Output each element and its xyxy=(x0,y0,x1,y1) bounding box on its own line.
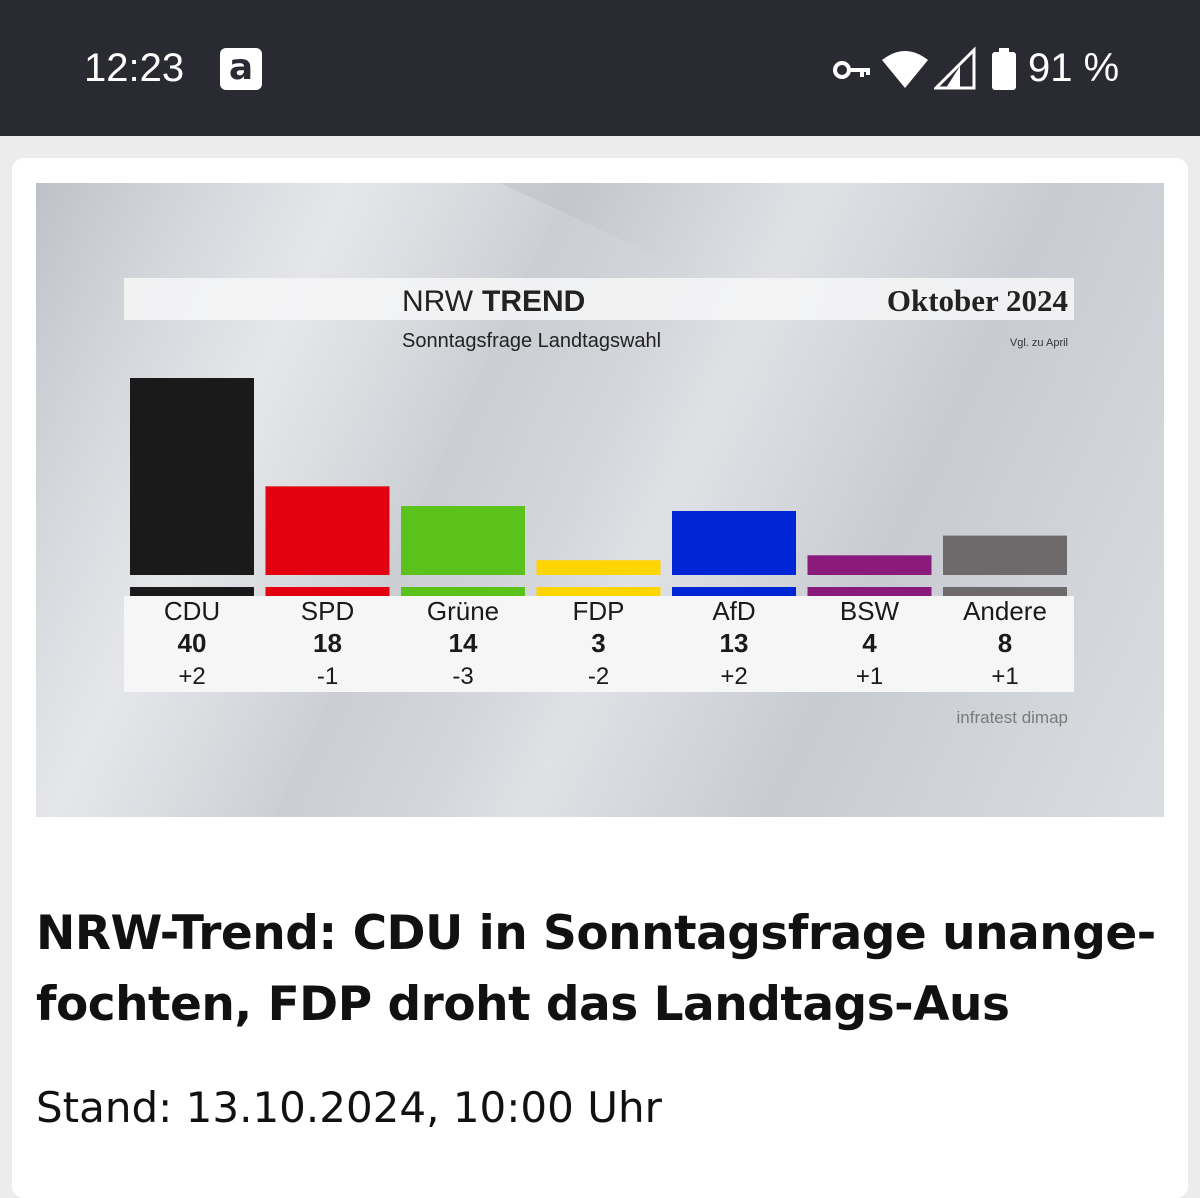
status-bar: 12:23 a 91 % xyxy=(0,0,1200,136)
header-band xyxy=(124,278,1074,320)
bar-color-strip-0 xyxy=(130,587,254,596)
party-label-2: Grüne xyxy=(427,596,499,626)
chart-source: infratest dimap xyxy=(957,708,1069,727)
bar-3 xyxy=(536,560,661,575)
value-label-4: 13 xyxy=(720,628,749,658)
bar-color-strip-5 xyxy=(807,587,932,596)
change-label-5: +1 xyxy=(856,663,883,690)
bar-0 xyxy=(130,378,254,575)
bar-color-strip-4 xyxy=(672,587,796,596)
party-label-0: CDU xyxy=(164,596,220,626)
party-label-5: BSW xyxy=(840,596,900,626)
change-label-3: -2 xyxy=(588,663,609,690)
party-label-3: FDP xyxy=(573,596,625,626)
bar-6 xyxy=(943,535,1067,575)
article-dateline: Stand: 13.10.2024, 10:00 Uhr xyxy=(36,1083,662,1132)
chart-title-bold: TREND xyxy=(482,285,585,318)
bar-color-strip-3 xyxy=(536,587,661,596)
value-label-1: 18 xyxy=(313,628,342,658)
party-label-6: Andere xyxy=(963,596,1047,626)
value-label-5: 4 xyxy=(862,628,877,658)
party-label-4: AfD xyxy=(712,596,755,626)
change-label-6: +1 xyxy=(991,663,1018,690)
value-label-2: 14 xyxy=(449,628,478,658)
battery-icon xyxy=(992,48,1016,90)
change-label-1: -1 xyxy=(317,663,338,690)
comparison-note: Vgl. zu April xyxy=(1010,337,1068,349)
cell-signal-icon xyxy=(934,46,976,90)
article-card[interactable]: NRW TREND Oktober 2024 Sonntagsfrage Lan… xyxy=(12,158,1188,1198)
value-label-3: 3 xyxy=(591,628,605,658)
chart-subtitle: Sonntagsfrage Landtagswahl xyxy=(402,330,661,352)
value-label-0: 40 xyxy=(178,628,207,658)
wifi-icon xyxy=(882,51,928,88)
chart-date: Oktober 2024 xyxy=(887,283,1068,318)
party-label-1: SPD xyxy=(301,596,354,626)
article-headline[interactable]: NRW-Trend: CDU in Sonntagsfrage unange-f… xyxy=(36,906,1156,1032)
bar-color-strip-2 xyxy=(401,587,525,596)
bar-1 xyxy=(265,486,390,575)
value-label-6: 8 xyxy=(998,628,1012,658)
bar-color-strip-6 xyxy=(943,587,1067,596)
poll-graphic: NRW TREND Oktober 2024 Sonntagsfrage Lan… xyxy=(36,183,1164,817)
change-label-0: +2 xyxy=(178,663,205,690)
poll-chart: NRW TREND Oktober 2024 Sonntagsfrage Lan… xyxy=(124,278,1074,727)
bar-5 xyxy=(807,555,932,575)
chart-title-light: NRW xyxy=(402,285,474,318)
status-time: 12:23 xyxy=(84,46,185,90)
bar-4 xyxy=(672,510,796,575)
change-label-2: -3 xyxy=(452,663,473,690)
bar-2 xyxy=(401,506,525,575)
vpn-key-icon xyxy=(833,61,870,79)
battery-percent: 91 % xyxy=(1028,46,1120,90)
app-notification-icon: a xyxy=(220,48,262,90)
change-label-4: +2 xyxy=(720,663,747,690)
label-table xyxy=(124,596,1074,692)
bar-color-strip-1 xyxy=(265,587,390,596)
